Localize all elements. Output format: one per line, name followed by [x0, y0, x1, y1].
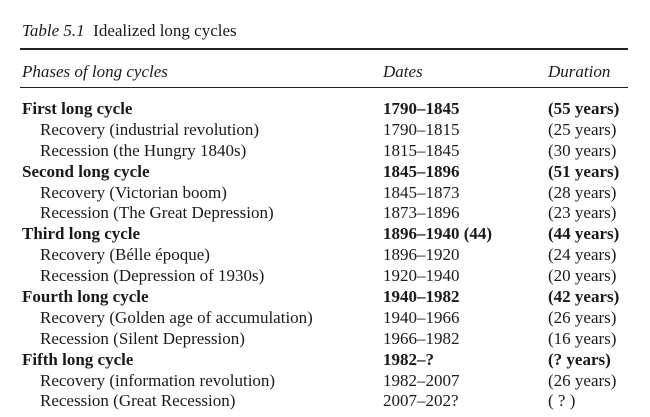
duration-cell: (30 years) — [548, 140, 617, 160]
table-body: First long cycle 1790–1845 (55 years) Recov… — [0, 98, 650, 411]
dates-cell: 1966–1982 — [383, 328, 460, 348]
phase-cell: Recession (Great Recession) — [40, 391, 236, 411]
table-title: Idealized long cycles — [93, 21, 237, 40]
cycle-row: Second long cycle 1845–1896 (51 years) — [0, 161, 650, 182]
dates-cell: 1940–1982 — [383, 287, 460, 307]
phase-cell: Third long cycle — [22, 224, 141, 244]
phase-cell: Recovery (Victorian boom) — [40, 182, 227, 202]
duration-cell: (44 years) — [548, 224, 620, 244]
duration-cell: (26 years) — [548, 370, 617, 390]
header-phase: Phases of long cycles — [22, 62, 168, 81]
cycle-row: First long cycle 1790–1845 (55 years) — [0, 98, 650, 119]
dates-cell: 2007–202? — [383, 391, 459, 411]
phase-cell: Recession (Depression of 1930s) — [40, 266, 265, 286]
phase-row: Recession (Silent Depression) 1966–1982 (1… — [0, 328, 650, 349]
phase-row: Recession (The Great Depression) 1873–189… — [0, 202, 650, 223]
dates-cell: 1845–1896 — [383, 161, 460, 181]
dates-cell: 1815–1845 — [383, 140, 460, 160]
duration-cell: ( ? ) — [548, 391, 576, 411]
cycle-row: Fourth long cycle 1940–1982 (42 years) — [0, 286, 650, 307]
duration-cell: (25 years) — [548, 119, 617, 139]
cycle-row: Third long cycle 1896–1940 (44) (44 years) — [0, 223, 650, 244]
phase-row: Recession (the Hungry 1840s) 1815–1845 (30… — [0, 140, 650, 161]
dates-cell: 1982–? — [383, 349, 434, 369]
header-dates: Dates — [383, 62, 423, 81]
top-rule — [20, 48, 628, 50]
dates-cell: 1845–1873 — [383, 182, 460, 202]
phase-cell: Recovery (Golden age of accumulation) — [40, 307, 313, 327]
phase-cell: First long cycle — [22, 99, 133, 118]
dates-cell: 1896–1940 (44) — [383, 224, 493, 244]
phase-row: Recession (Great Recession) 2007–202? ( ? … — [0, 390, 650, 411]
table-number: Table 5.1 — [22, 21, 85, 40]
table-caption: Table 5.1 Idealized long cycles — [22, 20, 237, 42]
duration-cell: (16 years) — [548, 328, 617, 348]
dates-cell: 1920–1940 — [383, 266, 460, 286]
phase-row: Recession (Depression of 1930s) 1920–1940… — [0, 265, 650, 286]
cycle-row: Fifth long cycle 1982–? (? years) — [0, 349, 650, 370]
duration-cell: (26 years) — [548, 307, 617, 327]
dates-cell: 1940–1966 — [383, 307, 460, 327]
header-duration: Duration — [548, 62, 611, 81]
phase-cell: Recovery (information revolution) — [40, 370, 276, 390]
header-rule — [20, 87, 628, 88]
phase-cell: Recovery (industrial revolution) — [40, 119, 260, 139]
phase-row: Recovery (industrial revolution) 1790–181… — [0, 119, 650, 140]
duration-cell: (? years) — [548, 349, 611, 369]
phase-row: Recovery (Golden age of accumulation) 194… — [0, 307, 650, 328]
duration-cell: (51 years) — [548, 161, 620, 181]
duration-cell: (42 years) — [548, 287, 620, 307]
duration-cell: (23 years) — [548, 203, 617, 223]
duration-cell: (20 years) — [548, 266, 617, 286]
phase-cell: Recovery (Bélle époque) — [40, 245, 210, 265]
phase-cell: Recession (The Great Depression) — [40, 203, 274, 223]
phase-cell: Fifth long cycle — [22, 349, 134, 369]
phase-row: Recovery (Bélle époque) 1896–1920 (24 year… — [0, 244, 650, 265]
dates-cell: 1790–1815 — [383, 119, 460, 139]
duration-cell: (28 years) — [548, 182, 617, 202]
phase-row: Recovery (information revolution) 1982–20… — [0, 370, 650, 391]
duration-cell: (24 years) — [548, 245, 617, 265]
dates-cell: 1896–1920 — [383, 245, 460, 265]
phase-cell: Second long cycle — [22, 161, 150, 181]
dates-cell: 1873–1896 — [383, 203, 460, 223]
dates-cell: 1790–1845 — [383, 99, 460, 118]
duration-cell: (55 years) — [548, 99, 620, 118]
phase-cell: Fourth long cycle — [22, 287, 149, 307]
phase-cell: Recession (Silent Depression) — [40, 328, 245, 348]
dates-cell: 1982–2007 — [383, 370, 460, 390]
phase-cell: Recession (the Hungry 1840s) — [40, 140, 247, 160]
phase-row: Recovery (Victorian boom) 1845–1873 (28 ye… — [0, 182, 650, 203]
